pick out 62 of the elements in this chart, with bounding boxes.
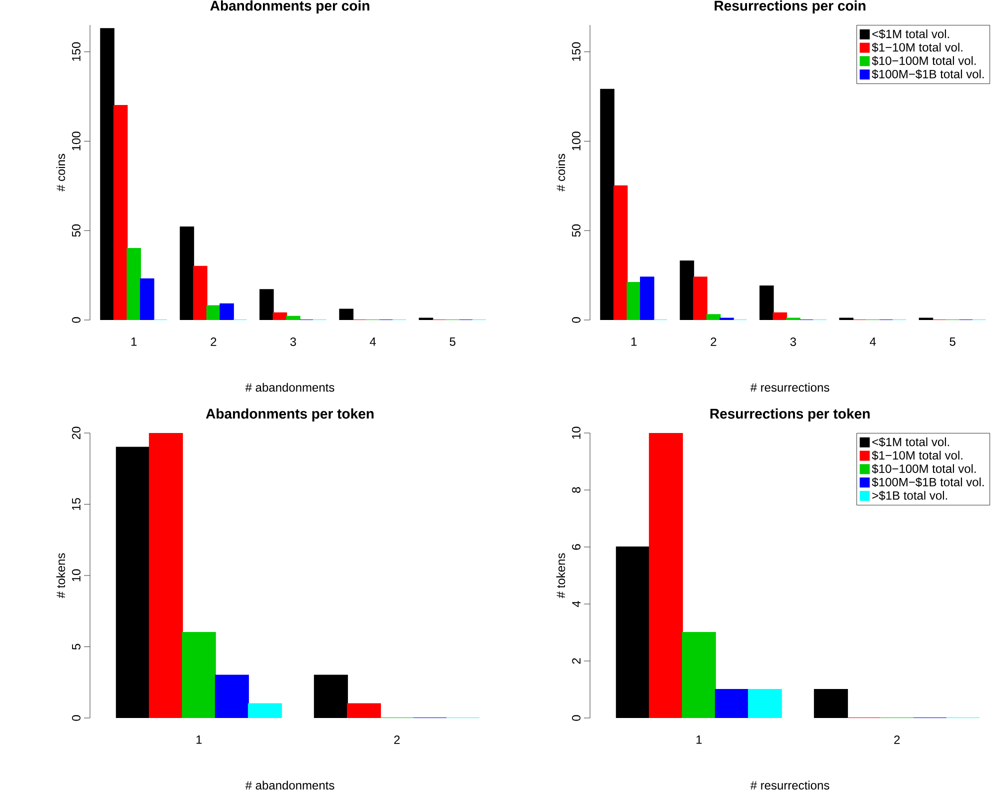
y-axis-title: # coins — [556, 154, 566, 192]
bar — [148, 433, 183, 718]
bar — [116, 446, 150, 718]
y-axis-title: # tokens — [556, 553, 566, 598]
bar — [126, 248, 141, 320]
y-tick-label: 0 — [572, 317, 580, 323]
x-tick-label: 2 — [894, 736, 900, 744]
legend-label: $1−10M total vol. — [872, 450, 962, 460]
bar — [648, 432, 683, 718]
y-tick-label: 0 — [72, 715, 80, 721]
legend-label: >$1B total vol. — [872, 490, 948, 500]
x-tick-label: 2 — [210, 338, 216, 346]
x-tick-label: 1 — [631, 338, 637, 346]
y-tick-label: 20 — [72, 426, 80, 440]
y-tick-label: 4 — [572, 601, 580, 608]
x-tick-label: 3 — [790, 338, 796, 346]
x-tick-label: 5 — [950, 338, 956, 346]
x-tick-label: 2 — [710, 338, 716, 346]
bar — [314, 674, 348, 718]
y-tick-label: 15 — [72, 498, 80, 510]
x-tick-label: 4 — [870, 338, 876, 346]
x-axis-title: # abandonments — [245, 780, 334, 790]
chart-title: Resurrections per coin — [714, 0, 866, 14]
y-tick-label: 8 — [572, 487, 580, 493]
chart-title: Resurrections per token — [710, 408, 870, 422]
y-tick-label: 5 — [72, 644, 80, 650]
y-tick-label: 0 — [572, 715, 580, 721]
y-tick-label: 50 — [72, 224, 80, 237]
bar — [346, 703, 381, 718]
x-axis-title: # resurrections — [750, 382, 830, 392]
legend-label: <$1M total vol. — [872, 437, 950, 447]
y-tick-label: 0 — [72, 317, 80, 323]
legend-label: $100M−$1B total vol. — [872, 69, 984, 80]
y-tick-label: 150 — [572, 42, 580, 61]
x-tick-label: 5 — [450, 338, 456, 346]
x-tick-label: 3 — [290, 338, 296, 346]
chart-title: Abandonments per token — [206, 408, 374, 422]
y-tick-label: 2 — [572, 658, 580, 664]
chart-title: Abandonments per coin — [210, 0, 370, 14]
x-tick-label: 1 — [196, 736, 202, 744]
legend-label: $10−100M total vol. — [872, 464, 976, 474]
bar — [206, 305, 221, 320]
x-tick-label: 2 — [394, 736, 400, 744]
x-tick-label: 1 — [131, 338, 137, 346]
y-tick-label: 150 — [72, 42, 80, 61]
x-axis-title: # resurrections — [750, 780, 830, 790]
y-tick-label: 100 — [72, 132, 80, 150]
x-tick-label: 4 — [370, 338, 376, 346]
y-tick-label: 50 — [572, 224, 580, 237]
y-tick-label: 10 — [72, 569, 80, 582]
y-tick-label: 100 — [572, 132, 580, 150]
legend-label: $10−100M total vol. — [872, 56, 976, 66]
legend-label: <$1M total vol. — [872, 29, 950, 39]
y-tick-label: 10 — [572, 426, 580, 439]
bar — [286, 316, 300, 320]
y-axis-title: # coins — [56, 154, 66, 192]
y-axis-title: # tokens — [56, 553, 66, 598]
legend-label: $100M−$1B total vol. — [872, 477, 984, 488]
x-tick-label: 1 — [696, 736, 702, 744]
y-tick-label: 6 — [572, 544, 580, 550]
x-axis-title: # abandonments — [245, 382, 334, 392]
legend-label: $1−10M total vol. — [872, 42, 962, 52]
